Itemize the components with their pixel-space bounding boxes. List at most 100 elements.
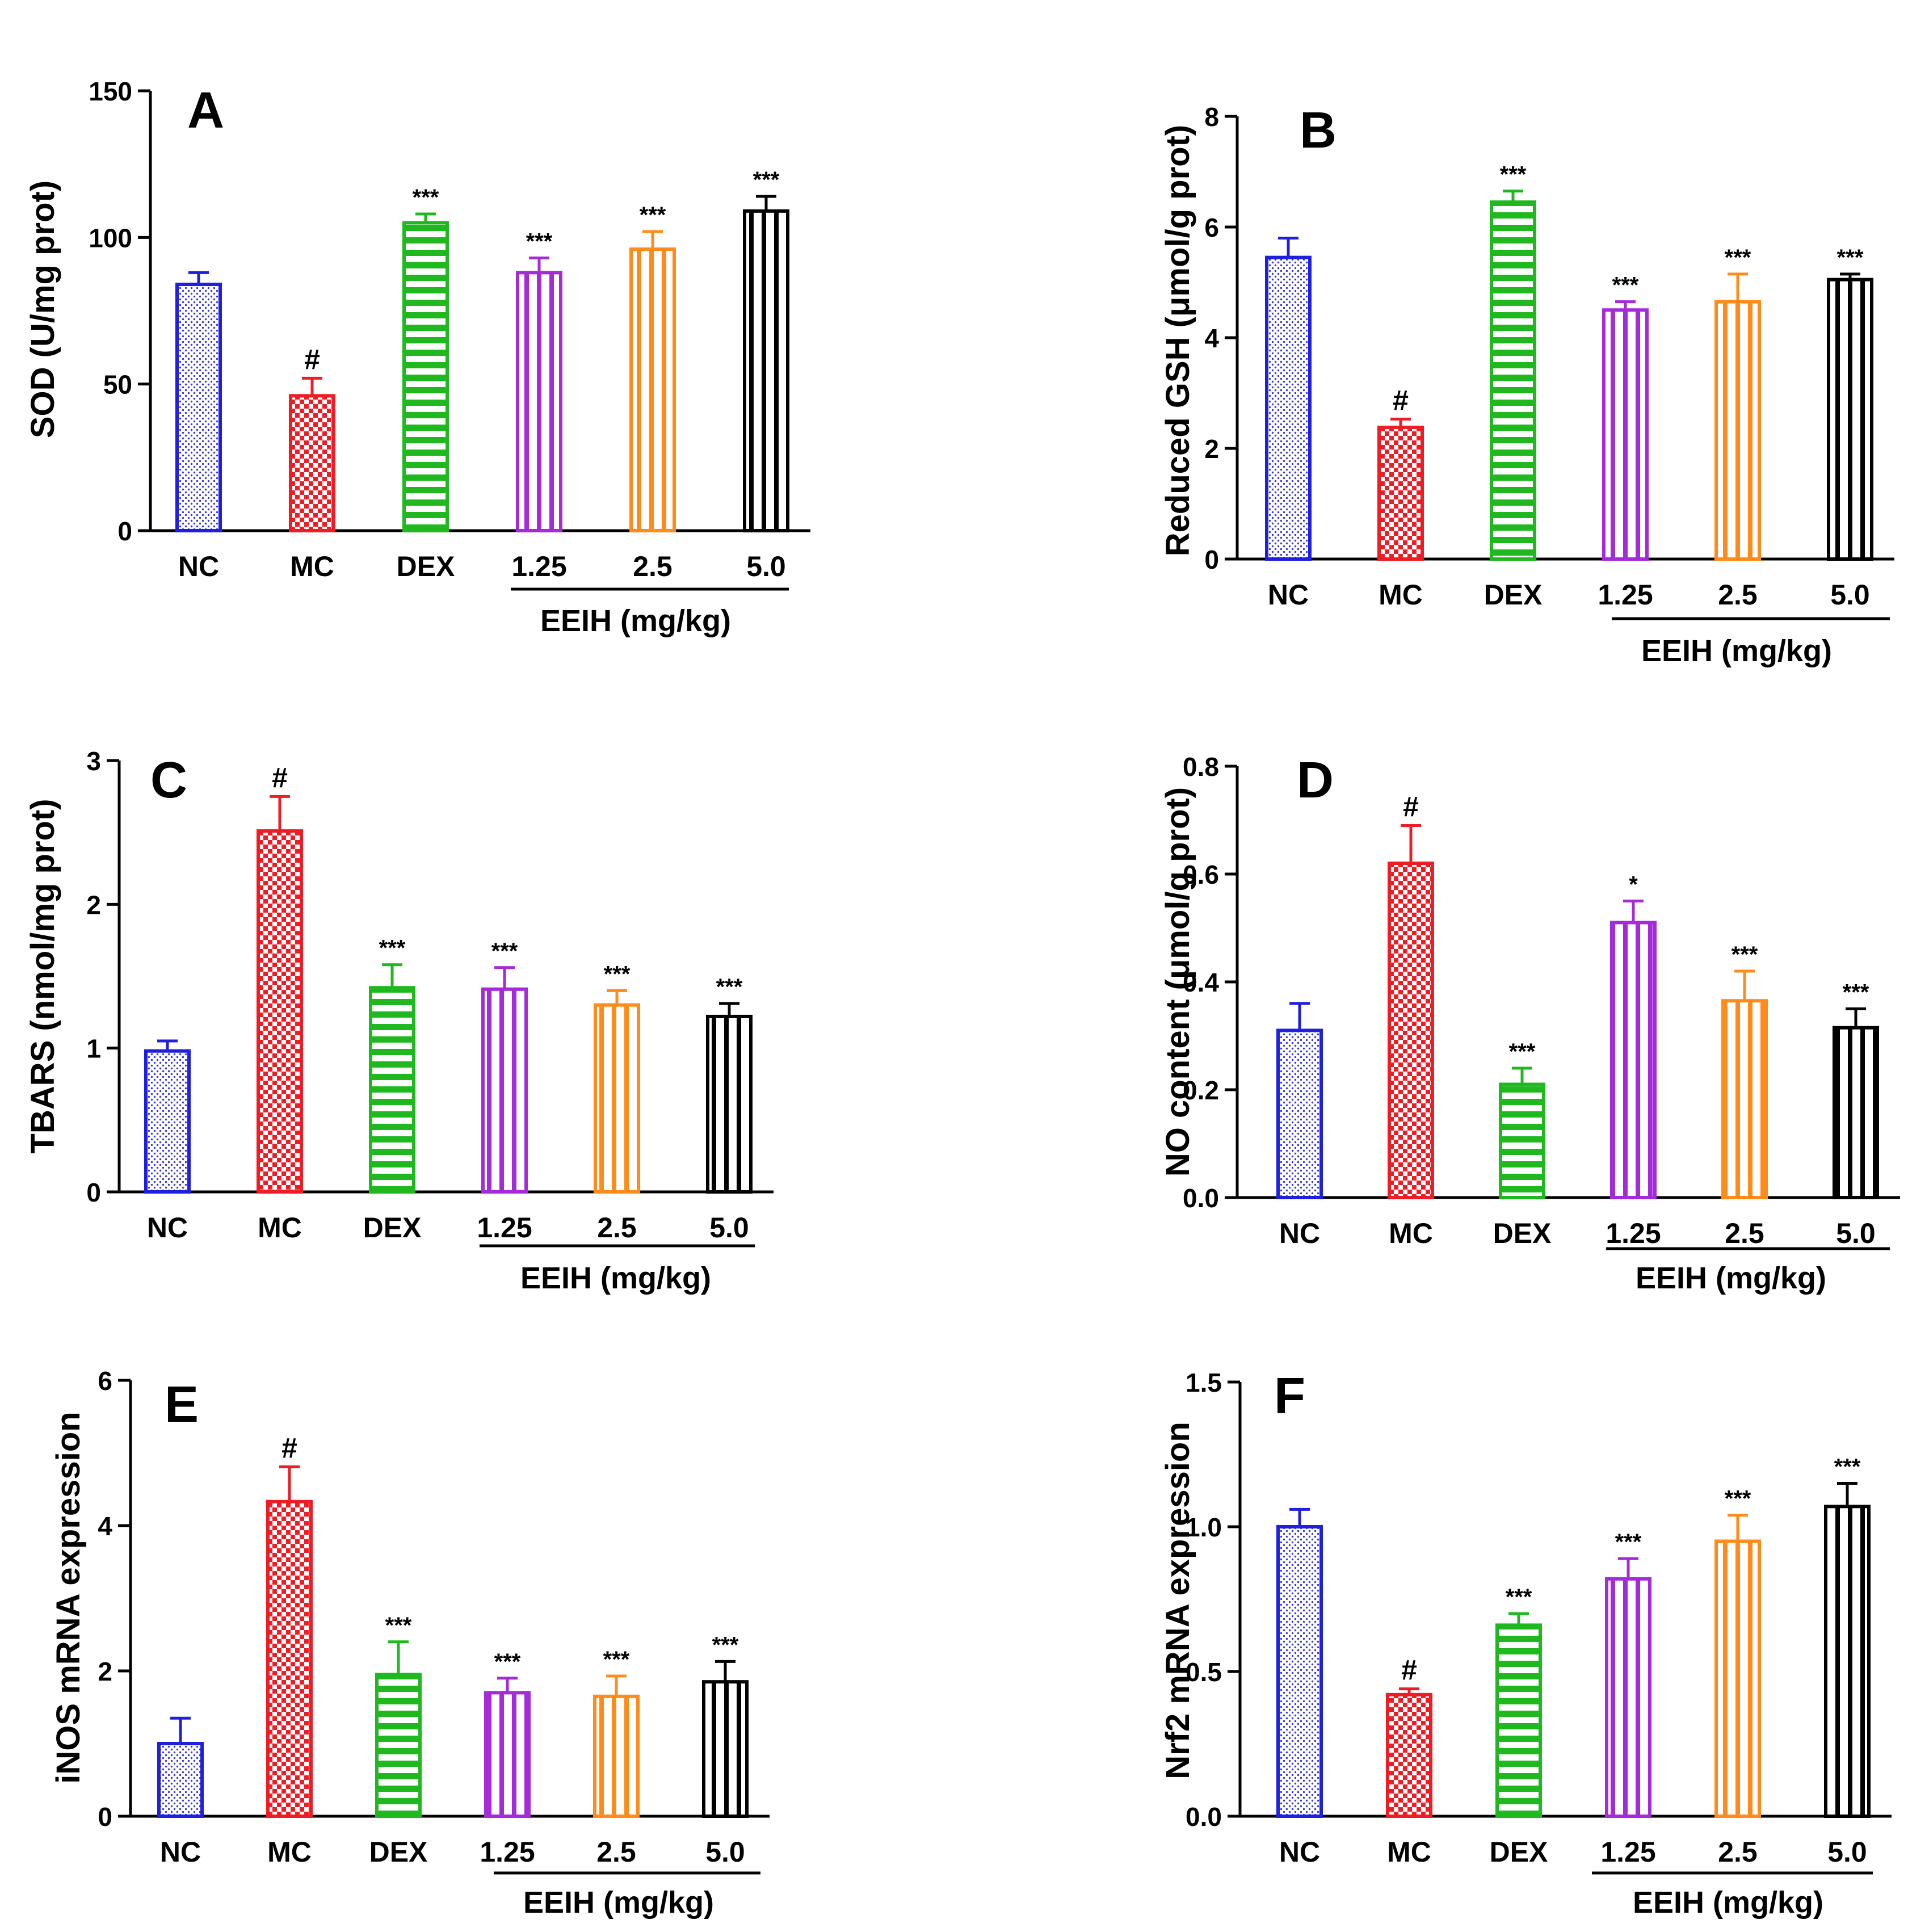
- y-tick-label: 4: [1204, 324, 1219, 353]
- significance-label: ***: [640, 203, 666, 228]
- bar: [484, 1691, 531, 1818]
- bar: [1499, 1082, 1545, 1199]
- x-tick-label: NC: [160, 1836, 201, 1868]
- significance-label: ***: [1500, 162, 1527, 187]
- bar: [175, 283, 222, 532]
- bar: [706, 1014, 753, 1194]
- x-tick-label: 5.0: [1827, 1836, 1867, 1868]
- bar: [1490, 200, 1536, 561]
- bar: [266, 1500, 313, 1818]
- bar: [1714, 300, 1761, 561]
- bar-group: # MC: [1377, 384, 1424, 611]
- y-tick-label: 0.6: [1183, 860, 1219, 889]
- bar: [402, 221, 449, 532]
- x-tick-label: DEX: [1484, 579, 1543, 611]
- x-tick-label: 1.25: [1600, 1836, 1655, 1868]
- bar: [1276, 1028, 1323, 1199]
- x-tick-label: 5.0: [746, 551, 786, 582]
- y-tick-label: 0: [98, 1802, 112, 1832]
- bar: [375, 1673, 422, 1818]
- y-tick-label: 1.0: [1186, 1513, 1222, 1542]
- significance-label: ***: [604, 961, 631, 986]
- significance-label: #: [281, 1432, 297, 1464]
- bar-group: *** 2.5: [1721, 942, 1768, 1249]
- significance-label: #: [1401, 1654, 1417, 1686]
- bar-group: *** DEX: [397, 185, 455, 582]
- y-tick-label: 0.2: [1183, 1076, 1219, 1105]
- significance-label: #: [272, 762, 288, 793]
- group-label: EEIH (mg/kg): [1641, 634, 1832, 668]
- bar-group: *** DEX: [363, 936, 422, 1244]
- bar-group: # MC: [266, 1432, 313, 1868]
- bar: [516, 271, 562, 532]
- chart-panel-b: B 0 2 4 6 8 Reduced GSH (μmol/g prot) NC # MC *** D…: [1159, 102, 1894, 668]
- x-tick-label: 2.5: [633, 551, 673, 582]
- significance-label: ***: [413, 185, 439, 210]
- bar-group: *** DEX: [1490, 1585, 1548, 1868]
- significance-label: ***: [712, 1632, 739, 1657]
- group-label: EEIH (mg/kg): [520, 1261, 711, 1295]
- significance-label: *: [1629, 872, 1638, 897]
- y-tick-label: 150: [89, 77, 132, 106]
- bar-group: NC: [1276, 1507, 1323, 1868]
- y-axis-label: iNOS mRNA expression: [50, 1412, 87, 1783]
- y-tick-label: 3: [86, 746, 101, 776]
- bar-group: *** 2.5: [1714, 1486, 1761, 1868]
- significance-label: ***: [1612, 273, 1639, 298]
- y-tick-label: 0.5: [1186, 1657, 1222, 1687]
- significance-label: ***: [1834, 1455, 1861, 1480]
- y-axis-label: Nrf2 mRNA expression: [1159, 1422, 1196, 1779]
- bar: [1495, 1623, 1542, 1818]
- chart-panel-e: E 0 2 4 6 iNOS mRNA expression NC # MC *** DEX *** 1…: [50, 1366, 770, 1920]
- significance-label: ***: [1725, 1486, 1751, 1511]
- x-tick-label: 1.25: [480, 1836, 535, 1868]
- bar-group: *** 1.25: [1598, 273, 1653, 611]
- bar-group: *** 5.0: [1824, 1455, 1871, 1868]
- y-tick-label: 50: [103, 370, 132, 400]
- significance-label: ***: [379, 936, 406, 961]
- significance-label: ***: [1506, 1585, 1532, 1610]
- group-label: EEIH (mg/kg): [1636, 1261, 1826, 1295]
- group-label: EEIH (mg/kg): [1633, 1885, 1823, 1920]
- significance-label: #: [1403, 791, 1419, 823]
- x-tick-label: NC: [1279, 1217, 1320, 1249]
- x-tick-label: MC: [267, 1836, 312, 1868]
- bar: [743, 209, 789, 533]
- bar-group: *** 2.5: [629, 203, 676, 582]
- chart-panel-f: F 0.0 0.5 1.0 1.5 Nrf2 mRNA expression NC # MC **…: [1159, 1368, 1892, 1920]
- x-tick-label: 2.5: [1718, 1836, 1758, 1868]
- bar-group: *** 5.0: [1833, 980, 1879, 1249]
- x-tick-label: 2.5: [596, 1836, 636, 1868]
- y-axis-label: TBARS (nmol/mg prot): [24, 799, 61, 1153]
- x-tick-label: DEX: [397, 551, 455, 582]
- x-tick-label: 5.0: [709, 1212, 749, 1244]
- chart-panel-d: D 0.0 0.2 0.4 0.6 0.8 NO content (μmol/g prot)…: [1159, 752, 1900, 1295]
- bar: [1605, 1577, 1651, 1818]
- x-tick-label: 1.25: [477, 1212, 532, 1244]
- significance-label: ***: [491, 939, 518, 964]
- bar-group: *** 5.0: [706, 975, 753, 1244]
- significance-label: ***: [1732, 942, 1758, 967]
- bar: [1377, 425, 1424, 561]
- bar-group: *** 5.0: [702, 1632, 749, 1868]
- y-tick-label: 0.0: [1183, 1183, 1219, 1213]
- y-tick-label: 0: [86, 1178, 101, 1207]
- x-tick-label: NC: [147, 1212, 188, 1244]
- bar-group: NC: [175, 271, 222, 582]
- x-tick-label: MC: [258, 1212, 302, 1244]
- bar-group: NC: [1265, 237, 1312, 611]
- bar: [1602, 308, 1649, 561]
- chart-panel-a: A 0 50 100 150 SOD (U/mg prot) NC # MC *** DEX *** 1…: [24, 77, 810, 638]
- x-tick-label: MC: [1389, 1217, 1433, 1249]
- bar: [144, 1049, 191, 1194]
- bar: [1276, 1525, 1323, 1818]
- chart-panel-c: C 0 1 2 3 TBARS (nmol/mg prot) NC # MC *** DEX *** 1…: [24, 746, 774, 1295]
- panel-label: E: [165, 1376, 199, 1433]
- significance-label: ***: [603, 1647, 630, 1672]
- bar-group: *** 5.0: [743, 167, 789, 582]
- y-tick-label: 0.8: [1183, 752, 1219, 782]
- bar-group: # MC: [257, 762, 303, 1244]
- group-label: EEIH (mg/kg): [523, 1885, 714, 1920]
- x-tick-label: DEX: [1490, 1836, 1548, 1868]
